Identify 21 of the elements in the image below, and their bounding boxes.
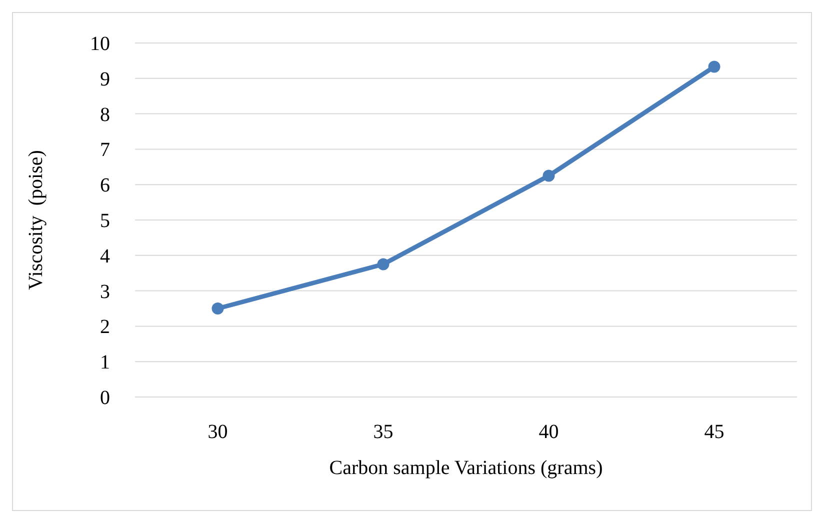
y-tick-label: 10 [90,33,110,55]
x-tick-label: 40 [538,421,559,443]
y-tick-label: 0 [100,387,110,409]
x-tick-label: 35 [373,421,394,443]
y-tick-label: 7 [100,139,110,162]
y-tick-label: 1 [100,352,110,374]
y-axis-title: Viscosity (poise) [25,150,47,290]
y-tick-label: 2 [100,316,110,338]
x-tick-label: 30 [208,421,228,443]
y-tick-label: 6 [100,174,110,197]
y-tick-label: 3 [100,280,110,303]
point [708,60,720,73]
y-tick-label: 5 [100,210,110,232]
y-tick-label: 8 [100,104,110,126]
point [377,258,390,270]
y-tick-label: 9 [100,68,110,90]
point [542,170,555,182]
x-axis-title: Carbon sample Variations (grams) [329,457,603,479]
point [212,302,224,314]
y-tick-label: 4 [100,245,110,268]
x-tick-label: 45 [704,421,724,443]
